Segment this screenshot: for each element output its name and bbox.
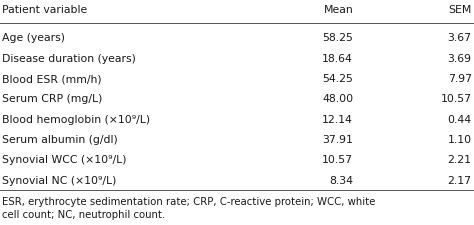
Text: 12.14: 12.14 — [322, 114, 353, 124]
Text: 48.00: 48.00 — [322, 94, 353, 104]
Text: 54.25: 54.25 — [322, 74, 353, 84]
Text: Synovial NC (×10⁹/L): Synovial NC (×10⁹/L) — [2, 175, 117, 185]
Text: 7.97: 7.97 — [447, 74, 472, 84]
Text: Patient variable: Patient variable — [2, 5, 88, 15]
Text: Serum CRP (mg/L): Serum CRP (mg/L) — [2, 94, 103, 104]
Text: ESR, erythrocyte sedimentation rate; CRP, C-reactive protein; WCC, white
cell co: ESR, erythrocyte sedimentation rate; CRP… — [2, 196, 376, 219]
Text: 37.91: 37.91 — [322, 135, 353, 144]
Text: Mean: Mean — [323, 5, 353, 15]
Text: 1.10: 1.10 — [447, 135, 472, 144]
Text: 10.57: 10.57 — [322, 155, 353, 165]
Text: SEM: SEM — [448, 5, 472, 15]
Text: 10.57: 10.57 — [441, 94, 472, 104]
Text: 0.44: 0.44 — [447, 114, 472, 124]
Text: 58.25: 58.25 — [322, 33, 353, 43]
Text: 18.64: 18.64 — [322, 54, 353, 63]
Text: 3.69: 3.69 — [447, 54, 472, 63]
Text: Disease duration (years): Disease duration (years) — [2, 54, 136, 63]
Text: Blood hemoglobin (×10⁹/L): Blood hemoglobin (×10⁹/L) — [2, 114, 151, 124]
Text: 2.21: 2.21 — [447, 155, 472, 165]
Text: 8.34: 8.34 — [329, 175, 353, 185]
Text: Synovial WCC (×10⁹/L): Synovial WCC (×10⁹/L) — [2, 155, 127, 165]
Text: 2.17: 2.17 — [447, 175, 472, 185]
Text: Serum albumin (g/dl): Serum albumin (g/dl) — [2, 135, 118, 144]
Text: 3.67: 3.67 — [447, 33, 472, 43]
Text: Age (years): Age (years) — [2, 33, 65, 43]
Text: Blood ESR (mm/h): Blood ESR (mm/h) — [2, 74, 102, 84]
